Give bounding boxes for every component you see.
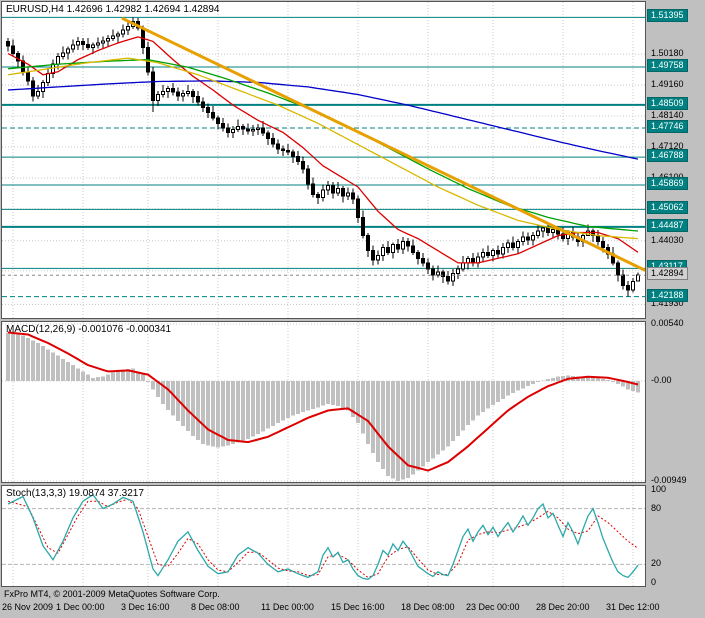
price-grid-label: 1.43040 xyxy=(651,264,684,275)
price-level-label: 1.46788 xyxy=(647,149,688,163)
price-grid-label: 1.47120 xyxy=(651,141,684,151)
macd-axis-label: 0.00540 xyxy=(651,318,684,328)
stoch-axis-label: 20 xyxy=(651,558,662,569)
price-grid-label: 1.45080 xyxy=(651,202,684,213)
price-level-label: 1.42188 xyxy=(647,288,688,302)
stoch-axis-label: 80 xyxy=(651,502,662,513)
price-level-label: 1.47746 xyxy=(647,120,688,133)
price-grid-label: 1.48140 xyxy=(651,110,684,121)
price-level-label: 1.48509 xyxy=(647,96,688,110)
price-level-label: 1.51395 xyxy=(647,9,688,23)
price-grid-label: 1.41930 xyxy=(651,298,684,309)
price-level-label: 1.44487 xyxy=(647,218,688,232)
stochastic-chart[interactable] xyxy=(2,486,645,586)
time-axis-label: 23 Dec 00:00 xyxy=(466,602,520,612)
time-axis-label: 8 Dec 08:00 xyxy=(191,602,240,612)
time-axis-label: 31 Dec 12:00 xyxy=(606,602,660,612)
macd-label: MACD(12,26,9) -0.001076 -0.000341 xyxy=(6,324,172,335)
time-axis-label: 3 Dec 16:00 xyxy=(121,602,170,612)
main-chart-panel[interactable]: EURUSD,H4 1.42696 1.42982 1.42694 1.4289… xyxy=(1,1,646,319)
chart-title-ohlc: EURUSD,H4 1.42696 1.42982 1.42694 1.4289… xyxy=(6,4,220,15)
stoch-axis-label: 0 xyxy=(651,577,657,587)
time-axis-label: 28 Dec 20:00 xyxy=(536,602,590,612)
stoch-axis-label: 100 xyxy=(651,484,667,494)
price-grid-label: 1.44030 xyxy=(651,234,684,245)
time-axis-label: 1 Dec 00:00 xyxy=(56,602,105,612)
price-grid-label: 1.50180 xyxy=(651,48,684,59)
time-axis-label: 18 Dec 08:00 xyxy=(401,602,455,612)
macd-panel[interactable]: MACD(12,26,9) -0.001076 -0.000341 xyxy=(1,321,646,483)
macd-axis-label: -0.00949 xyxy=(651,475,687,485)
price-level-label: 1.45062 xyxy=(647,201,688,215)
stochastic-panel[interactable]: Stoch(13,3,3) 19.0874 37.3217 xyxy=(1,485,646,587)
macd-chart[interactable] xyxy=(2,322,645,482)
time-axis-label: 11 Dec 00:00 xyxy=(261,602,314,612)
price-level-label: 1.45869 xyxy=(647,176,688,190)
time-axis-label: 26 Nov 2009 xyxy=(2,602,54,612)
copyright-text: FxPro MT4, © 2001-2009 MetaQuotes Softwa… xyxy=(4,589,220,599)
price-grid-label: 1.49160 xyxy=(651,79,684,90)
time-axis-label: 15 Dec 16:00 xyxy=(331,602,385,612)
current-price-label: 1.42894 xyxy=(647,267,688,281)
macd-axis-label: -0.00 xyxy=(651,374,672,385)
stochastic-label: Stoch(13,3,3) 19.0874 37.3217 xyxy=(6,488,144,499)
price-level-label: 1.43117 xyxy=(647,260,687,274)
price-level-label: 1.49758 xyxy=(647,58,688,72)
candlestick-chart[interactable] xyxy=(2,2,645,318)
price-grid-label: 1.46100 xyxy=(651,171,684,182)
